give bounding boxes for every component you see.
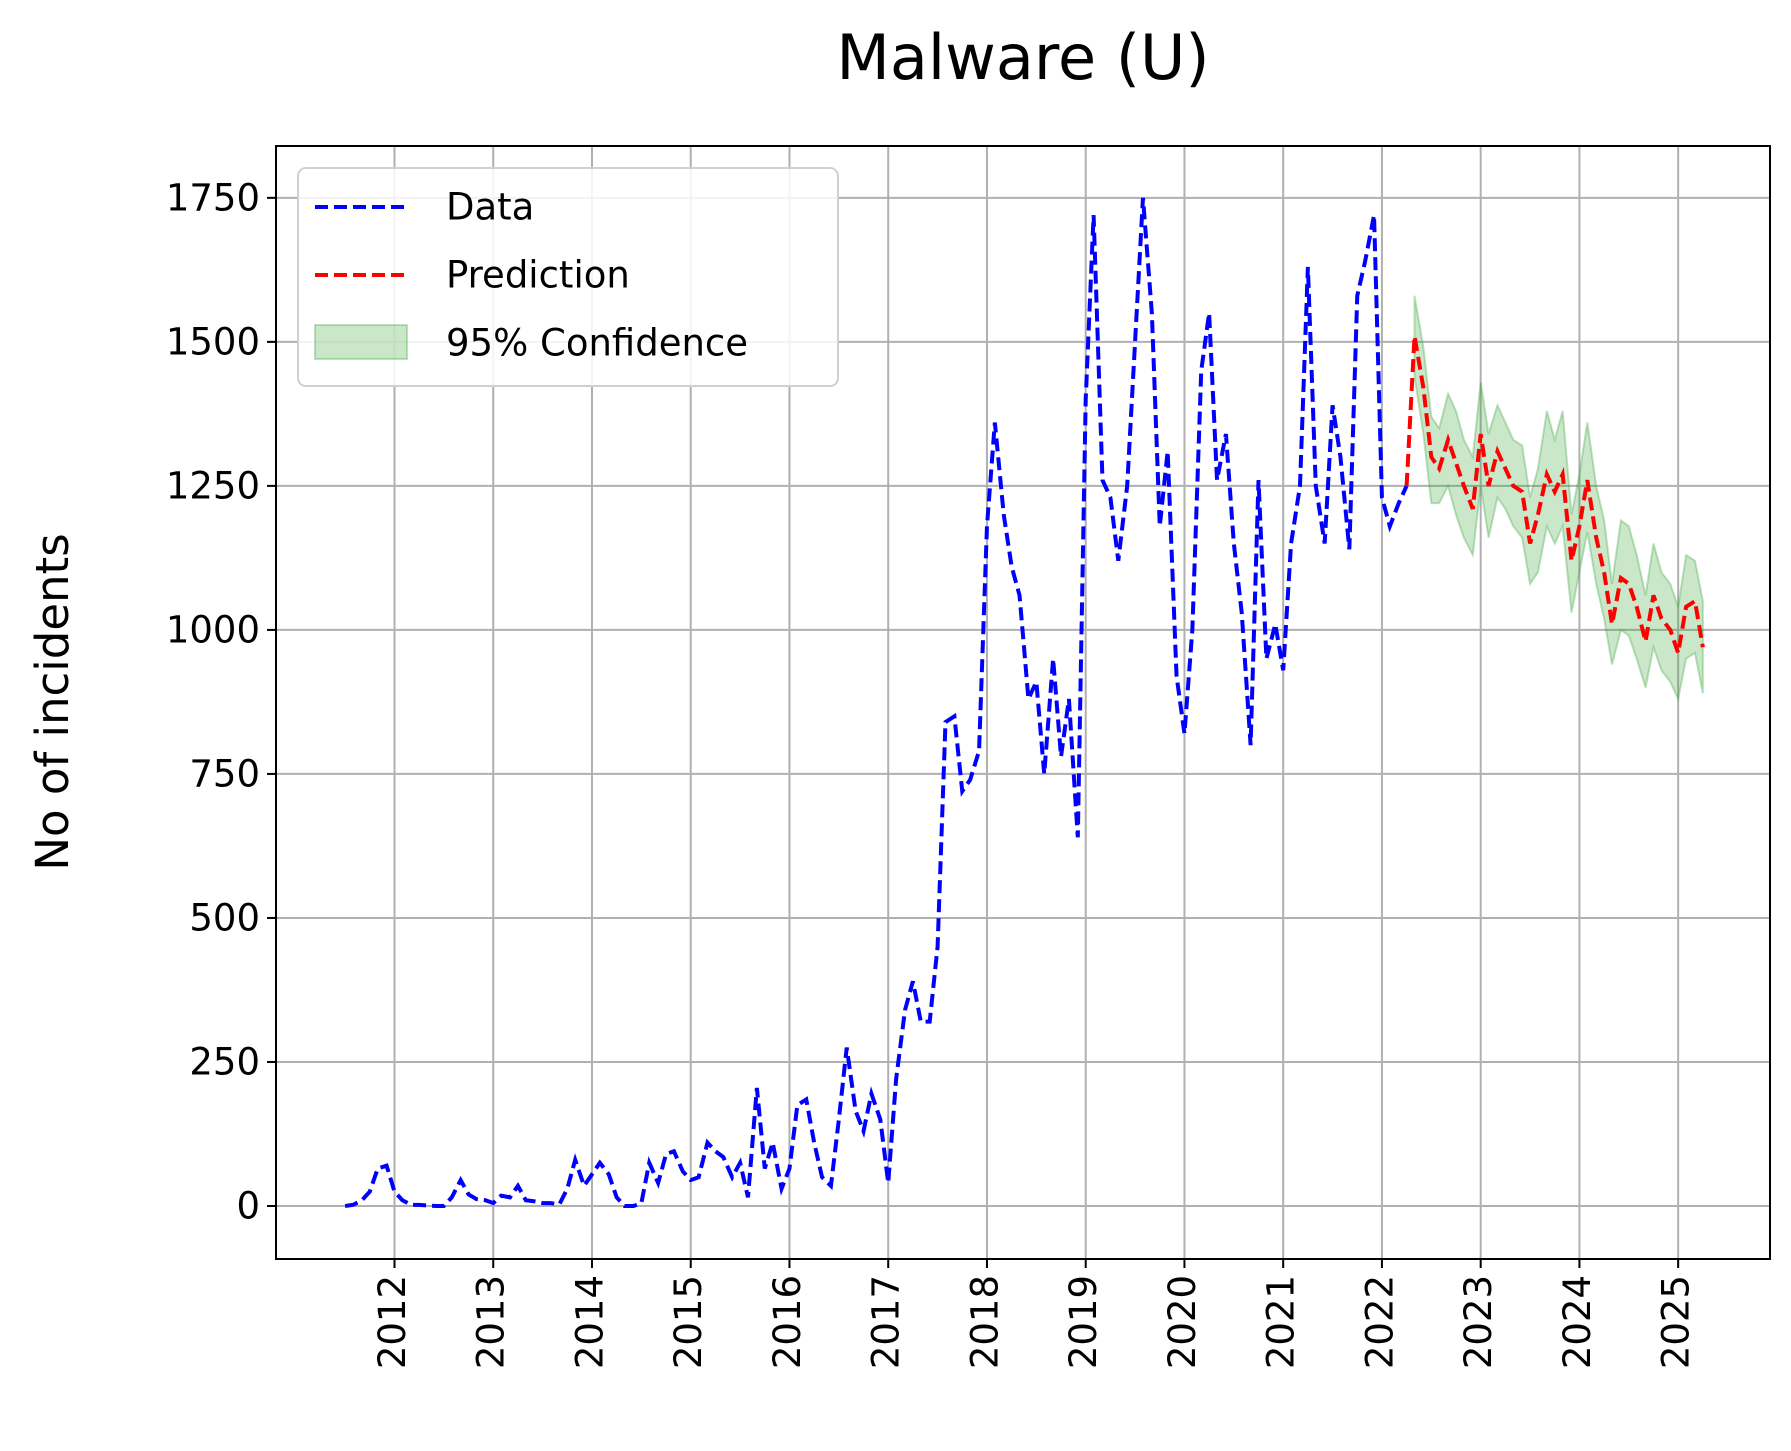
y-tick-label: 0 <box>236 1185 260 1228</box>
x-tick-label: 2019 <box>1062 1275 1105 1369</box>
confidence-band <box>1413 295 1704 703</box>
legend-box <box>297 167 839 387</box>
x-tick-label: 2020 <box>1161 1275 1204 1369</box>
data-line <box>344 197 1409 1208</box>
x-tick-label: 2014 <box>568 1275 611 1369</box>
y-tick-label: 1500 <box>166 320 260 363</box>
y-tick-label: 1000 <box>166 608 260 651</box>
data-line <box>1404 335 1705 654</box>
x-tick-label: 2018 <box>963 1275 1006 1369</box>
chart-title: Malware (U) <box>836 21 1209 94</box>
x-tick-label: 2025 <box>1655 1275 1698 1369</box>
x-tick-label: 2023 <box>1457 1275 1500 1369</box>
legend-label: Prediction <box>446 254 630 297</box>
y-tick-label: 500 <box>189 896 260 939</box>
x-tick-label: 2021 <box>1260 1275 1303 1369</box>
y-axis-label: No of incidents <box>26 533 79 870</box>
legend-swatch <box>314 324 408 360</box>
x-tick-label: 2012 <box>371 1275 414 1369</box>
y-tick-label: 250 <box>189 1040 260 1083</box>
x-tick-label: 2022 <box>1358 1275 1401 1369</box>
legend: Data Prediction 95% Confidence <box>297 167 839 387</box>
x-tick-label: 2015 <box>667 1275 710 1369</box>
legend-label: Data <box>446 186 534 229</box>
y-tick-label: 1750 <box>166 176 260 219</box>
x-tick-label: 2024 <box>1556 1275 1599 1369</box>
legend-label: 95% Confidence <box>446 322 748 365</box>
x-tick-label: 2013 <box>470 1275 513 1369</box>
x-tick-label: 2017 <box>865 1275 908 1369</box>
x-tick-label: 2016 <box>766 1275 809 1369</box>
y-tick-label: 1250 <box>166 464 260 507</box>
y-tick-label: 750 <box>189 752 260 795</box>
plot-frame <box>275 145 1771 1260</box>
